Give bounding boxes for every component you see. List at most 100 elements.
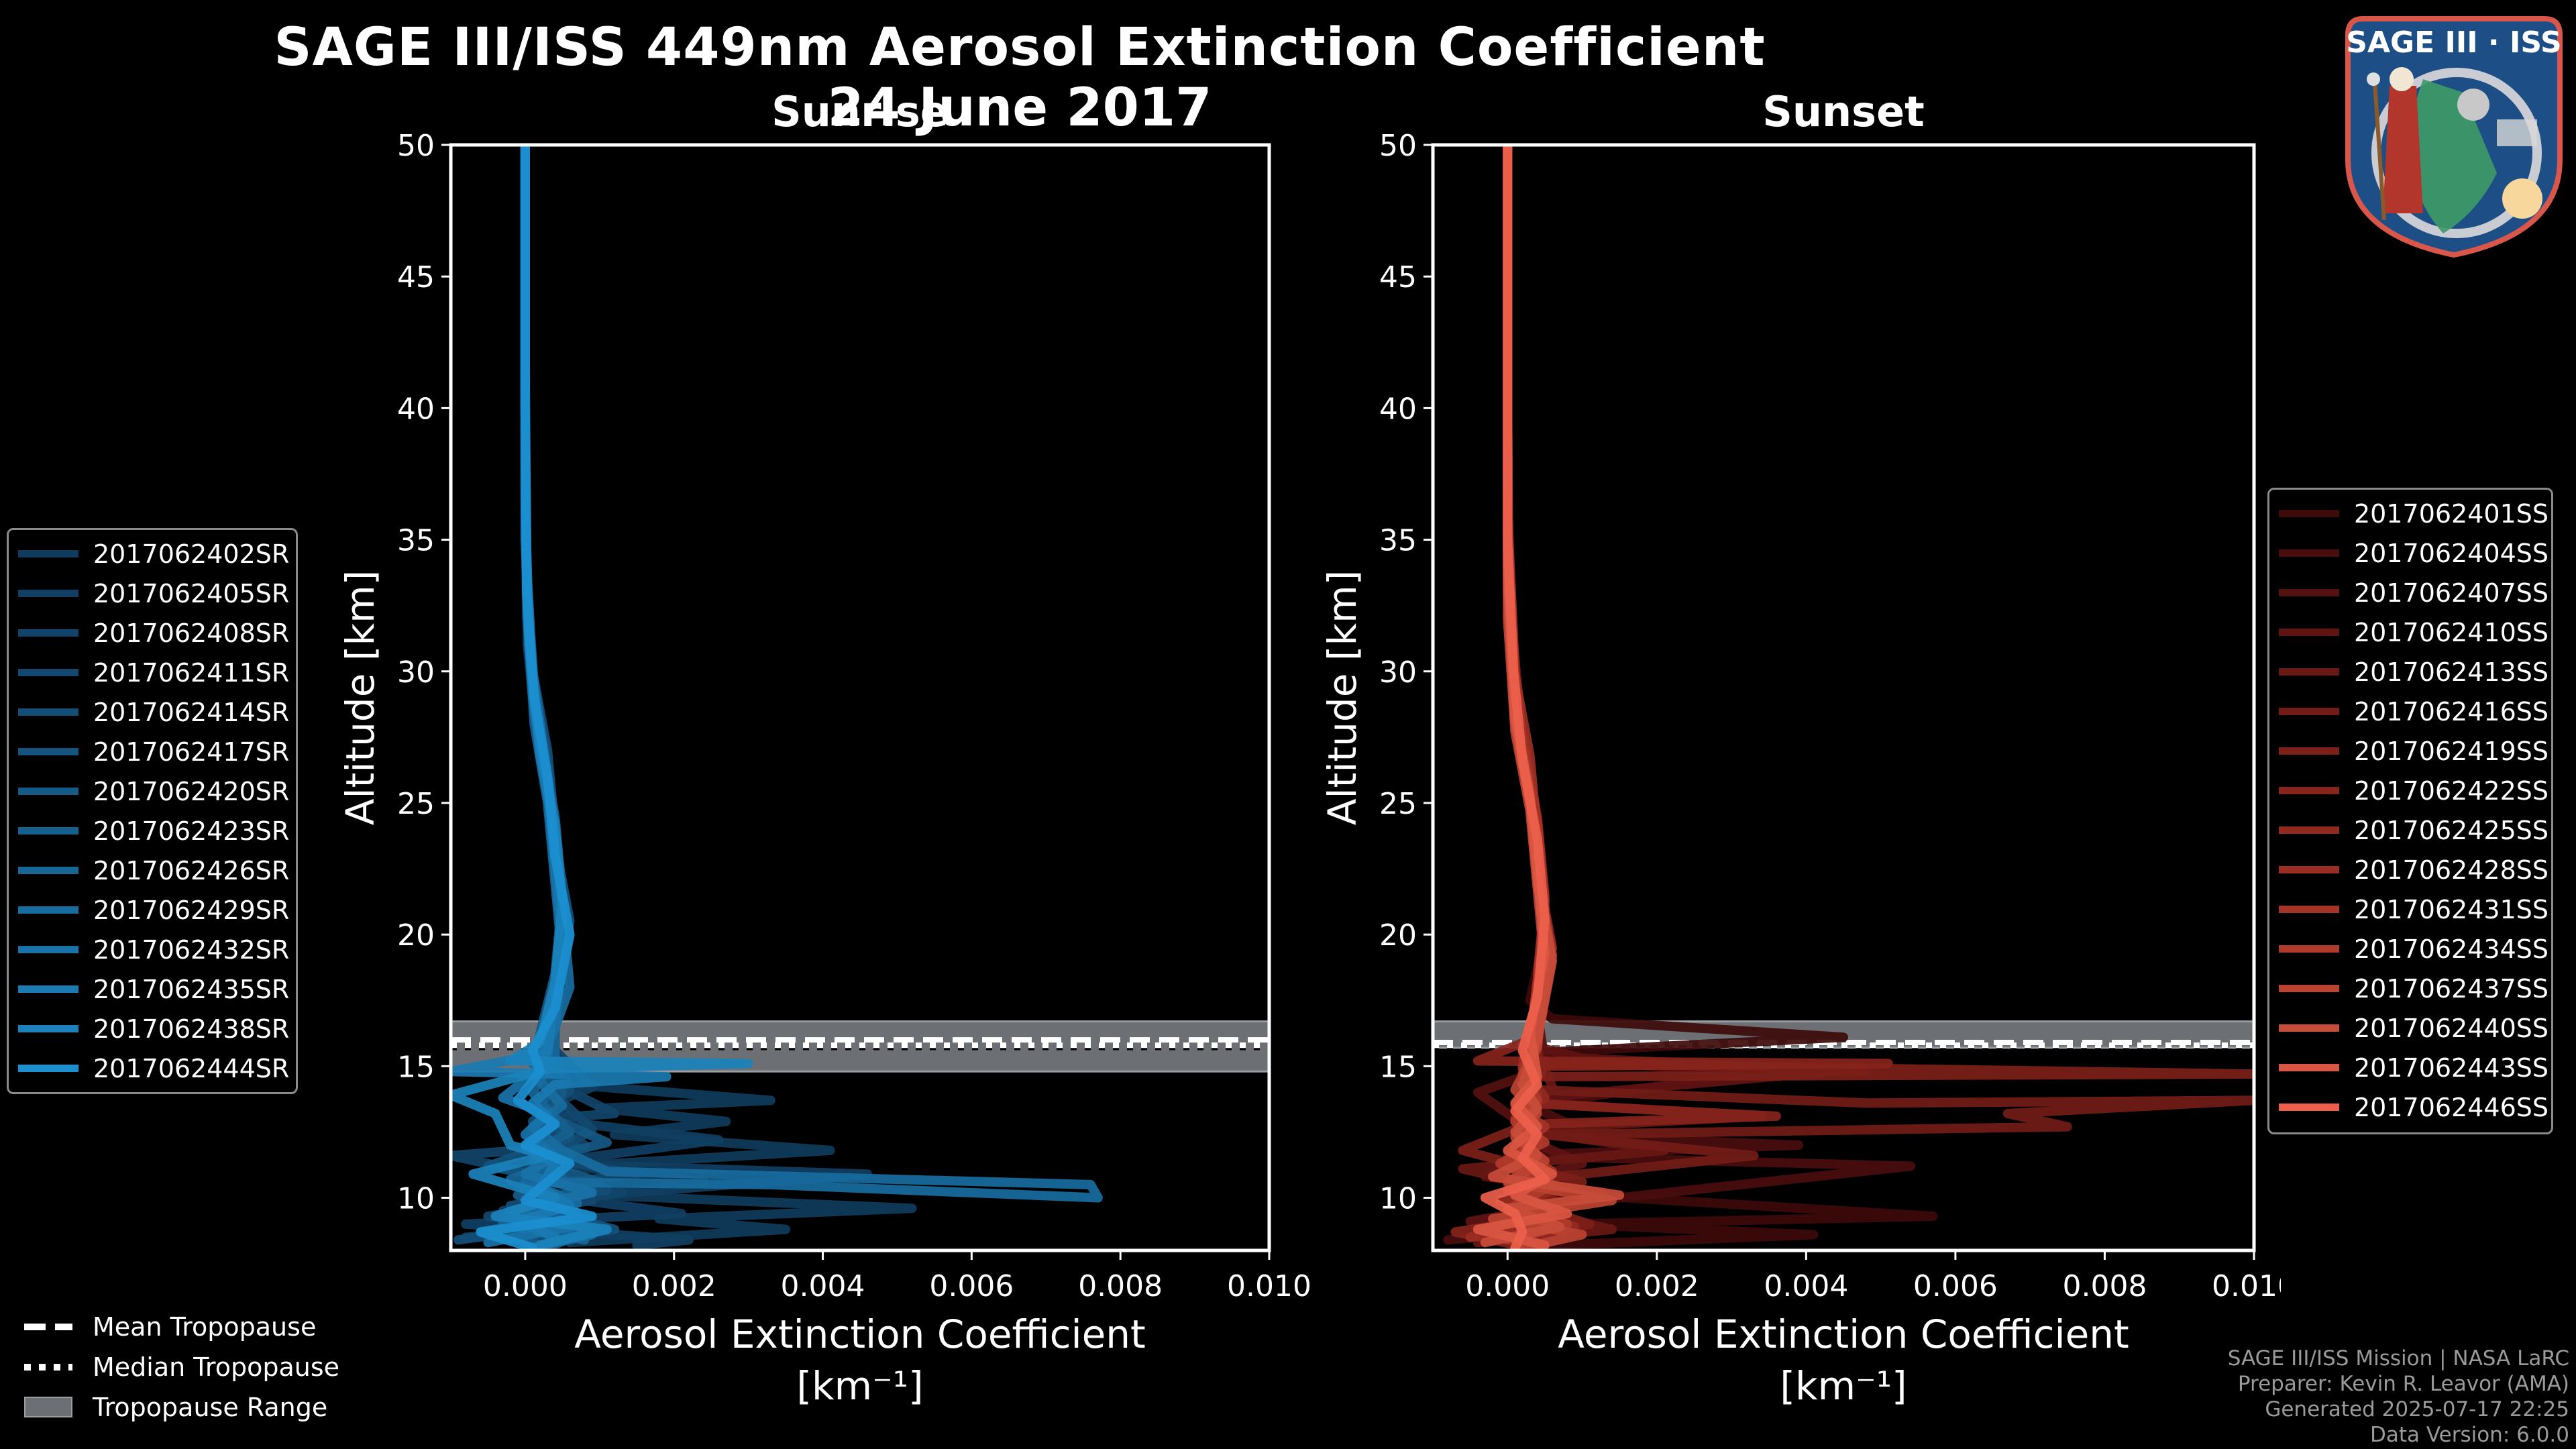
sunset-panel-title: Sunset xyxy=(1762,87,1925,136)
legend-label: 2017062428SS xyxy=(2354,855,2549,885)
legend-label: 2017062429SR xyxy=(93,895,290,925)
legend-line-swatch xyxy=(18,985,78,993)
legend-line-swatch xyxy=(2279,1024,2339,1032)
legend-label: 2017062417SR xyxy=(93,737,290,767)
legend-line-swatch xyxy=(2279,826,2339,834)
figure-title: SAGE III/ISS 449nm Aerosol Extinction Co… xyxy=(274,17,1766,78)
legend-label: 2017062426SR xyxy=(93,855,290,885)
sunrise-panel-title: Sunrise xyxy=(771,87,949,136)
credits-generated: Generated 2025-07-17 22:25 xyxy=(2265,1397,2569,1421)
sunset-legend-item: 2017062443SS xyxy=(2269,1048,2551,1087)
legend-label: 2017062425SS xyxy=(2354,815,2549,845)
sunset-legend-item: 2017062404SS xyxy=(2269,533,2551,573)
sunset-legend-item: 2017062437SS xyxy=(2269,969,2551,1008)
legend-line-swatch xyxy=(2279,708,2339,715)
sunset-axes-frame xyxy=(1431,143,2256,1252)
sunset-legend-item: 2017062425SS xyxy=(2269,810,2551,850)
sunrise-axes-frame xyxy=(449,143,1271,1252)
legend-line-swatch xyxy=(18,708,78,716)
sunrise-ytick-label: 20 xyxy=(397,918,435,953)
legend-label: 2017062413SS xyxy=(2354,657,2549,687)
sunset-ytick-label: 30 xyxy=(1379,655,1417,690)
sunset-legend: 2017062401SS 2017062404SS 2017062407SS 2017… xyxy=(2267,488,2553,1134)
sunset-profile-2017062419SS xyxy=(1458,145,2254,1245)
legend-label: 2017062408SR xyxy=(93,618,290,648)
legend-label: 2017062444SR xyxy=(93,1053,290,1083)
credits-block: SAGE III/ISS Mission | NASA LaRC Prepare… xyxy=(2228,1346,2569,1448)
sunset-x-axis-label: Aerosol Extinction Coefficient xyxy=(1558,1311,2129,1357)
sunset-legend-item: 2017062410SS xyxy=(2269,612,2551,652)
legend-label: 2017062405SR xyxy=(93,578,290,608)
sunset-legend-item: 2017062431SS xyxy=(2269,890,2551,929)
legend-label: 2017062443SS xyxy=(2354,1053,2549,1083)
credits-data-version: Data Version: 6.0.0 xyxy=(2369,1423,2569,1447)
mean-tropopause-legend-item: Mean Tropopause xyxy=(24,1307,339,1347)
sunrise-legend-item: 2017062423SR xyxy=(9,811,296,851)
figure-date: 24 June 2017 xyxy=(827,78,1212,138)
sunset-xtick-label: 0.004 xyxy=(1764,1269,1848,1303)
credits-preparer: Preparer: Kevin R. Leavor (AMA) xyxy=(2237,1372,2569,1396)
sunset-ytick-label: 50 xyxy=(1379,129,1417,163)
legend-line-swatch xyxy=(18,669,78,676)
legend-line-swatch xyxy=(2279,629,2339,636)
sunset-legend-item: 2017062419SS xyxy=(2269,731,2551,771)
sunset-legend-item: 2017062422SS xyxy=(2269,771,2551,810)
legend-label: 2017062432SR xyxy=(93,934,290,965)
sunset-ytick-label: 40 xyxy=(1379,392,1417,426)
legend-label: 2017062402SR xyxy=(93,539,290,569)
patch-icon: SAGE III · ISS xyxy=(2345,16,2563,258)
legend-label: 2017062404SS xyxy=(2354,538,2549,568)
sunset-ytick-label: 15 xyxy=(1379,1050,1417,1084)
sunset-xtick-label: 0.000 xyxy=(1465,1269,1550,1303)
sunset-xtick-label: 0.008 xyxy=(2062,1269,2147,1303)
legend-line-swatch xyxy=(18,1065,78,1072)
legend-line-swatch xyxy=(2279,549,2339,557)
sunset-legend-item: 2017062401SS xyxy=(2269,494,2551,533)
legend-label: 2017062422SS xyxy=(2354,775,2549,806)
sunrise-legend-item: 2017062426SR xyxy=(9,851,296,890)
legend-line-swatch xyxy=(18,867,78,874)
sunset-xtick-label: 0.002 xyxy=(1615,1269,1699,1303)
sunrise-ytick-label: 30 xyxy=(397,655,435,690)
sunset-ytick-label: 45 xyxy=(1379,260,1417,294)
sunset-x-axis-units: [km⁻¹] xyxy=(1780,1363,1907,1409)
sunset-xtick-label: 0.010 xyxy=(2212,1269,2281,1303)
sunrise-chart: 10 15 20 25 30 35 40 45 50 0.000 0.002 0.004 0.006 0.… xyxy=(337,129,1311,1409)
sunrise-xtick-label: 0.010 xyxy=(1227,1269,1311,1303)
legend-label: 2017062423SR xyxy=(93,816,290,846)
median-tropopause-legend-item: Median Tropopause xyxy=(24,1347,339,1387)
sunrise-legend-item: 2017062417SR xyxy=(9,732,296,771)
legend-label: 2017062407SS xyxy=(2354,578,2549,608)
sunrise-legend-item: 2017062429SR xyxy=(9,890,296,930)
sunrise-ytick-label: 25 xyxy=(397,787,435,821)
sunrise-legend-item: 2017062402SR xyxy=(9,534,296,574)
legend-label: 2017062410SS xyxy=(2354,617,2549,647)
sunset-chart: 10 15 20 25 30 35 40 45 50 0.000 0.002 0.004 0.006 0.… xyxy=(1320,129,2281,1409)
sunset-legend-item: 2017062440SS xyxy=(2269,1008,2551,1048)
sunset-ytick-label: 35 xyxy=(1379,524,1417,558)
legend-label: 2017062431SS xyxy=(2354,894,2549,924)
sunrise-x-axis-label: Aerosol Extinction Coefficient xyxy=(574,1311,1146,1357)
tropopause-range-label: Tropopause Range xyxy=(93,1393,328,1422)
sunrise-legend-item: 2017062411SR xyxy=(9,653,296,692)
legend-line-swatch xyxy=(18,827,78,835)
sunrise-legend-item: 2017062435SR xyxy=(9,969,296,1009)
sunrise-profile-2017062435SR xyxy=(451,145,672,1242)
median-tropopause-label: Median Tropopause xyxy=(93,1352,339,1382)
legend-label: 2017062420SR xyxy=(93,776,290,806)
legend-line-swatch xyxy=(2279,866,2339,873)
sunrise-profile-2017062444SR xyxy=(476,145,597,1250)
sunset-y-axis-label: Altitude [km] xyxy=(1320,570,1365,825)
sunset-legend-item: 2017062413SS xyxy=(2269,652,2551,692)
sunrise-xtick-label: 0.008 xyxy=(1078,1269,1163,1303)
legend-line-swatch xyxy=(2279,589,2339,596)
legend-line-swatch xyxy=(18,590,78,597)
sunrise-ytick-label: 50 xyxy=(397,129,435,163)
sunrise-ytick-label: 15 xyxy=(397,1050,435,1084)
legend-label: 2017062416SS xyxy=(2354,696,2549,727)
legend-line-swatch xyxy=(2279,906,2339,913)
mean-tropopause-label: Mean Tropopause xyxy=(93,1312,317,1342)
legend-label: 2017062419SS xyxy=(2354,736,2549,766)
legend-line-swatch xyxy=(18,1025,78,1032)
sunrise-legend-item: 2017062420SR xyxy=(9,771,296,811)
